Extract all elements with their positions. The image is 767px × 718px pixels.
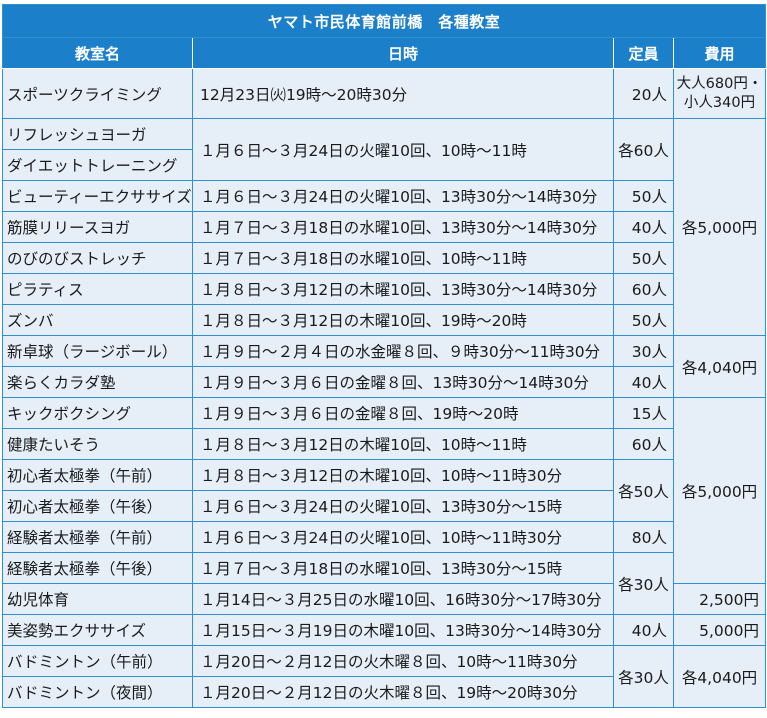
- class-date: 12月23日㈫19時～20時30分: [192, 68, 614, 119]
- table-row: リフレッシュヨーガ １月６日～３月24日の火曜10回、10時～11時 各60人 …: [2, 118, 767, 336]
- class-name: 経験者太極拳（午前）: [2, 521, 193, 553]
- class-capacity: 各30人: [613, 552, 674, 615]
- table-row: ズンバ １月８日～３月12日の木曜10回、19時～20時 50人: [2, 304, 766, 336]
- class-name: バドミントン（夜間）: [2, 676, 193, 708]
- class-capacity: 80人: [613, 521, 674, 553]
- table-row: 経験者太極拳（午前） １月６日～３月24日の火曜10回、10時～11時30分 8…: [2, 521, 766, 553]
- class-fee: 各5,000円: [672, 118, 767, 336]
- class-fee: 各5,000円: [672, 397, 767, 584]
- fee-child: 小人340円: [683, 94, 756, 111]
- class-capacity: 各30人: [613, 645, 674, 708]
- class-name: ダイエットトレーニング: [2, 149, 193, 181]
- class-capacity: 15人: [613, 397, 674, 429]
- class-name: 幼児体育: [2, 583, 193, 615]
- class-capacity: 50人: [613, 180, 674, 212]
- class-date: １月７日～３月18日の水曜10回、13時30分～14時30分: [192, 211, 614, 243]
- class-capacity: 60人: [613, 428, 674, 460]
- table-row: バドミントン（夜間） １月20日～２月12日の火木曜８回、19時～20時30分: [2, 676, 766, 708]
- class-fee: 各4,040円: [672, 335, 767, 398]
- table-row: 幼児体育 １月14日～３月25日の水曜10回、16時30分～17時30分 2,5…: [2, 583, 767, 615]
- class-date: １月６日～３月24日の火曜10回、13時30分～14時30分: [192, 180, 614, 212]
- class-date: １月９日～３月６日の金曜８回、13時30分～14時30分: [192, 366, 614, 398]
- class-name: 美姿勢エクササイズ: [2, 614, 193, 646]
- class-date: １月６日～３月24日の火曜10回、10時～11時: [192, 118, 614, 181]
- header-date: 日時: [192, 37, 614, 69]
- class-name: 楽らくカラダ塾: [2, 366, 193, 398]
- class-name: ピラティス: [2, 273, 193, 305]
- class-date: １月８日～３月12日の木曜10回、19時～20時: [192, 304, 614, 336]
- table-row: ピラティス １月８日～３月12日の木曜10回、13時30分～14時30分 60人: [2, 273, 766, 305]
- table-row: バドミントン（午前） １月20日～２月12日の火木曜８回、10時～11時30分 …: [2, 645, 767, 708]
- class-date: １月９日～３月６日の金曜８回、19時～20時: [192, 397, 614, 429]
- class-fee: 大人680円・ 小人340円: [672, 68, 767, 119]
- class-name: 新卓球（ラージボール）: [2, 335, 193, 367]
- schedule-table: ヤマト市民体育館前橋 各種教室 教室名 日時 定員 費用 スポーツクライミング …: [1, 4, 767, 708]
- header-name: 教室名: [2, 37, 193, 69]
- class-date: １月15日～３月19日の木曜10回、13時30分～14時30分: [192, 614, 614, 646]
- class-capacity: 60人: [613, 273, 674, 305]
- class-name: キックボクシング: [2, 397, 193, 429]
- class-date: １月７日～３月18日の水曜10回、10時～11時: [192, 242, 614, 274]
- table-row: 筋膜リリースヨガ １月７日～３月18日の水曜10回、13時30分～14時30分 …: [2, 211, 766, 243]
- class-capacity: 50人: [613, 242, 674, 274]
- table-row: 美姿勢エクササイズ １月15日～３月19日の木曜10回、13時30分～14時30…: [2, 614, 767, 646]
- class-name: バドミントン（午前）: [2, 645, 193, 677]
- class-capacity: 40人: [613, 614, 674, 646]
- header-capacity: 定員: [613, 37, 674, 69]
- table-row: スポーツクライミング 12月23日㈫19時～20時30分 20人 大人680円・…: [2, 68, 767, 119]
- table-row: のびのびストレッチ １月７日～３月18日の水曜10回、10時～11時 50人: [2, 242, 766, 274]
- class-date: １月14日～３月25日の水曜10回、16時30分～17時30分: [192, 583, 614, 615]
- table-row: 経験者太極拳（午後） １月７日～３月18日の水曜10回、13時30分～15時 各…: [2, 552, 766, 615]
- table-row: 初心者太極拳（午前） １月８日～３月12日の木曜10回、10時～11時30分 各…: [2, 459, 766, 522]
- class-date: １月６日～３月24日の火曜10回、13時30分～15時: [192, 490, 614, 522]
- class-fee: 各4,040円: [672, 645, 767, 708]
- table-title: ヤマト市民体育館前橋 各種教室: [1, 4, 767, 38]
- class-capacity: 各50人: [613, 459, 674, 522]
- table-row: 健康たいそう １月８日～３月12日の木曜10回、10時～11時 60人: [2, 428, 766, 460]
- table-row: ビューティーエクササイズ １月６日～３月24日の火曜10回、13時30分～14時…: [2, 180, 766, 212]
- class-fee: 2,500円: [672, 583, 767, 615]
- header-fee: 費用: [672, 37, 767, 69]
- class-date: １月７日～３月18日の水曜10回、13時30分～15時: [192, 552, 614, 584]
- class-name: のびのびストレッチ: [2, 242, 193, 274]
- class-capacity: 30人: [613, 335, 674, 367]
- table-row: ダイエットトレーニング: [2, 149, 766, 181]
- fee-adult: 大人680円・: [676, 75, 763, 92]
- table-row: キックボクシング １月９日～３月６日の金曜８回、19時～20時 15人 各5,0…: [2, 397, 767, 584]
- class-fee: 5,000円: [672, 614, 767, 646]
- class-capacity: 20人: [613, 68, 674, 119]
- class-name: リフレッシュヨーガ: [2, 118, 193, 150]
- class-name: 筋膜リリースヨガ: [2, 211, 193, 243]
- class-date: １月９日～２月４日の水金曜８回、９時30分～11時30分: [192, 335, 614, 367]
- class-name: スポーツクライミング: [2, 68, 193, 119]
- class-capacity: 40人: [613, 211, 674, 243]
- table-row: 楽らくカラダ塾 １月９日～３月６日の金曜８回、13時30分～14時30分 40人: [2, 366, 766, 398]
- table-row: 初心者太極拳（午後） １月６日～３月24日の火曜10回、13時30分～15時: [2, 490, 766, 522]
- class-capacity: 各60人: [613, 118, 674, 181]
- class-name: 健康たいそう: [2, 428, 193, 460]
- class-name: 初心者太極拳（午後）: [2, 490, 193, 522]
- class-date: １月６日～３月24日の火曜10回、10時～11時30分: [192, 521, 614, 553]
- class-name: 経験者太極拳（午後）: [2, 552, 193, 584]
- class-name: ズンバ: [2, 304, 193, 336]
- class-capacity: 50人: [613, 304, 674, 336]
- class-date: １月８日～３月12日の木曜10回、10時～11時30分: [192, 459, 614, 491]
- class-name: ビューティーエクササイズ: [2, 180, 193, 212]
- class-date: １月20日～２月12日の火木曜８回、10時～11時30分: [192, 645, 614, 677]
- class-date: １月８日～３月12日の木曜10回、13時30分～14時30分: [192, 273, 614, 305]
- class-name: 初心者太極拳（午前）: [2, 459, 193, 491]
- class-date: １月20日～２月12日の火木曜８回、19時～20時30分: [192, 676, 614, 708]
- class-date: １月８日～３月12日の木曜10回、10時～11時: [192, 428, 614, 460]
- table-row: 新卓球（ラージボール） １月９日～２月４日の水金曜８回、９時30分～11時30分…: [2, 335, 767, 398]
- class-capacity: 40人: [613, 366, 674, 398]
